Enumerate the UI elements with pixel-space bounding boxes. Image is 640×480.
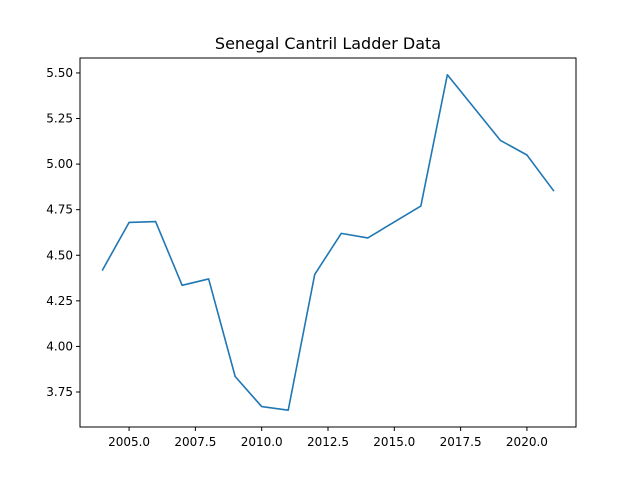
x-tick-label: 2020.0 <box>506 435 548 449</box>
y-tick-label: 5.25 <box>46 112 73 126</box>
x-tick-label: 2017.5 <box>440 435 482 449</box>
series-layer <box>101 73 555 412</box>
y-tick-label: 3.75 <box>46 385 73 399</box>
y-tick-label: 5.50 <box>46 66 73 80</box>
plot-area: 2005.0 2007.5 2010.0 2012.5 2015.0 2017.5 2020… <box>46 57 577 449</box>
y-tick-label: 4.00 <box>46 339 73 353</box>
x-tick-label: 2007.5 <box>174 435 216 449</box>
x-tick-label: 2015.0 <box>373 435 415 449</box>
x-tick-label: 2005.0 <box>108 435 150 449</box>
x-tick-label: 2012.5 <box>307 435 349 449</box>
y-tick-label: 4.50 <box>46 248 73 262</box>
chart-title: Senegal Cantril Ladder Data <box>215 34 441 53</box>
x-tick-label: 2010.0 <box>241 435 283 449</box>
y-axis: 3.75 4.00 4.25 4.50 4.75 5.00 5.25 5.50 <box>46 66 80 399</box>
series-line <box>101 73 555 412</box>
y-tick-label: 4.75 <box>46 203 73 217</box>
y-tick-label: 5.00 <box>46 157 73 171</box>
y-tick-label: 4.25 <box>46 294 73 308</box>
x-axis: 2005.0 2007.5 2010.0 2012.5 2015.0 2017.5 2020… <box>108 427 548 449</box>
